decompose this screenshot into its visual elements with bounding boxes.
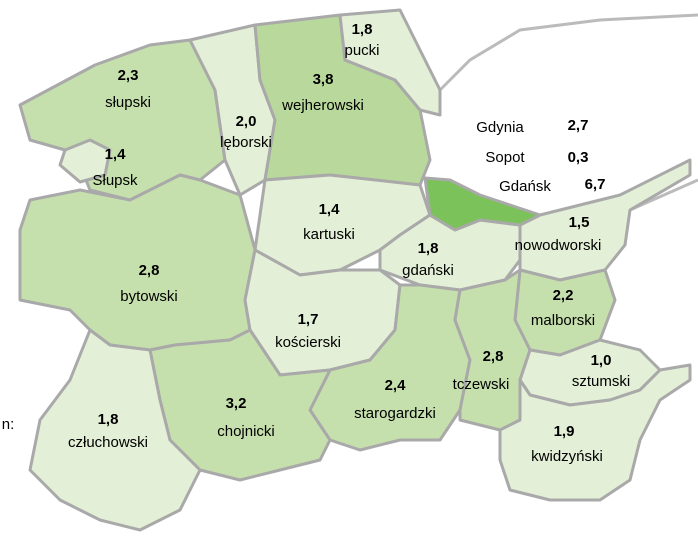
region-name: pucki	[344, 42, 379, 59]
region-name: gdański	[402, 262, 454, 279]
region	[58, 138, 112, 184]
region-value: 1,4	[319, 201, 341, 218]
region-name: malborski	[531, 312, 595, 329]
region-name: starogardzki	[354, 405, 436, 422]
region-name: bytowski	[120, 288, 178, 305]
city-name: Sopot	[485, 149, 525, 166]
region-name: wejherowski	[281, 97, 364, 114]
region-value: 1,7	[298, 311, 319, 328]
region-value: 2,3	[118, 67, 139, 84]
region-name: Słupsk	[92, 172, 138, 189]
region-value: 1,0	[591, 352, 612, 369]
region-value: 2,2	[553, 287, 574, 304]
region-value: 2,8	[483, 348, 504, 365]
region	[28, 328, 202, 532]
region	[498, 363, 692, 502]
region-name: człuchowski	[68, 434, 148, 451]
city-value: 6,7	[585, 176, 606, 193]
region-value: 2,4	[385, 377, 407, 394]
region	[338, 8, 442, 117]
legend-fragment: n:	[2, 416, 15, 433]
city-region	[423, 176, 542, 232]
region-value: 1,8	[418, 240, 439, 257]
region-value: 3,2	[226, 395, 247, 412]
city-value: 2,7	[568, 117, 589, 134]
region-name: tczewski	[453, 376, 510, 393]
region-value: 2,0	[236, 113, 257, 130]
city-name: Gdańsk	[499, 178, 551, 195]
region-name: kościerski	[275, 334, 341, 351]
region-value: 1,8	[98, 411, 119, 428]
region-name: słupski	[105, 94, 151, 111]
city-value: 0,3	[568, 149, 589, 166]
region-name: kartuski	[303, 226, 355, 243]
region-value: 1,9	[554, 423, 575, 440]
region	[18, 173, 257, 352]
region-name: chojnicki	[217, 423, 275, 440]
region-value: 2,8	[139, 262, 160, 279]
region-name: nowodworski	[515, 237, 602, 254]
region-value: 1,5	[569, 214, 590, 231]
region-name: kwidzyński	[531, 448, 603, 465]
region-name: lęborski	[220, 134, 272, 151]
coastline	[438, 13, 698, 92]
region-value: 3,8	[313, 71, 334, 88]
region-value: 1,4	[105, 146, 127, 163]
city-name: Gdynia	[476, 119, 524, 136]
region-name: sztumski	[572, 373, 630, 390]
region-value: 1,8	[352, 21, 373, 38]
